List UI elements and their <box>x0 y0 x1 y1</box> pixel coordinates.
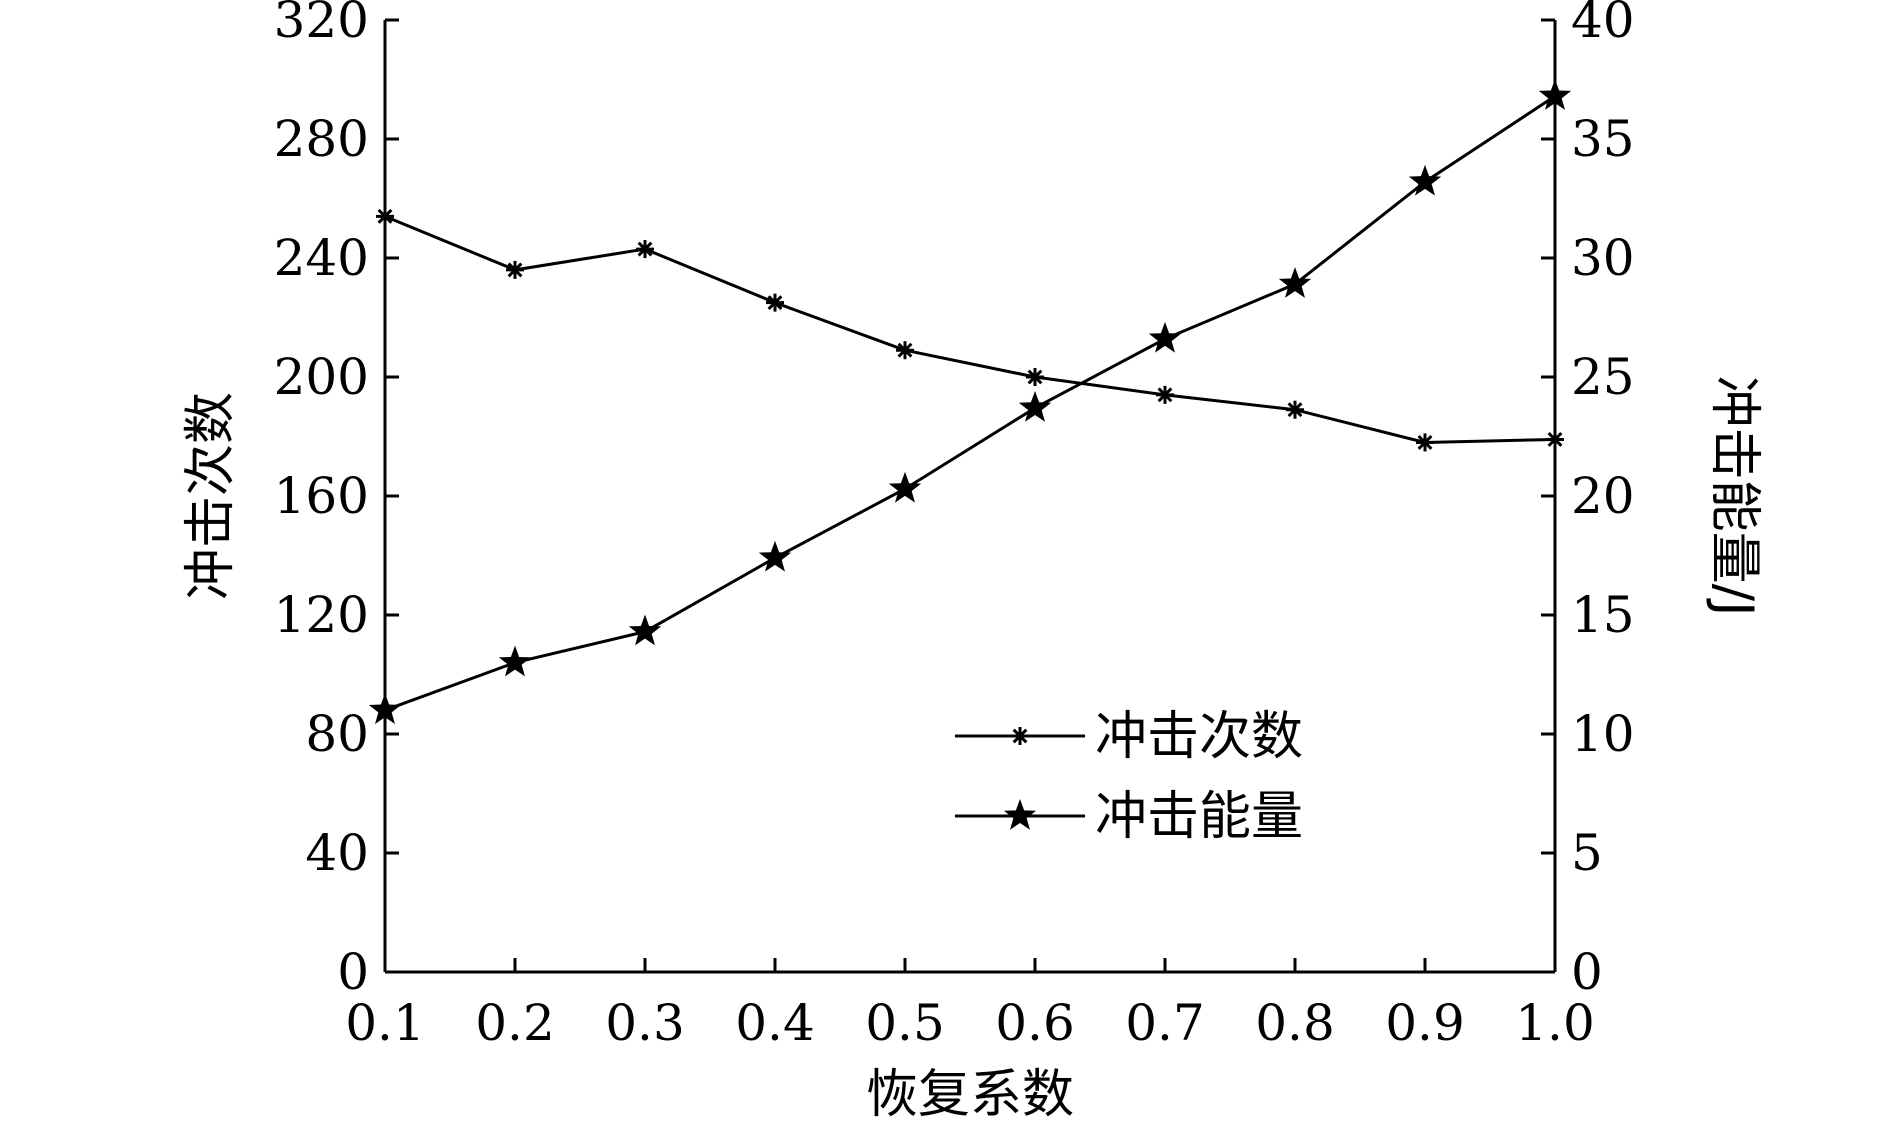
x-tick-label: 0.2 <box>475 994 555 1052</box>
asterisk-stroke <box>897 342 913 358</box>
x-tick-label: 0.3 <box>605 994 685 1052</box>
y-left-tick-label: 200 <box>274 348 369 406</box>
asterisk-stroke <box>1157 387 1173 403</box>
plot-frame <box>383 20 1557 974</box>
asterisk-marker <box>506 260 524 279</box>
legend-asterisk-marker <box>1011 727 1029 745</box>
star-marker <box>1148 321 1182 353</box>
star-marker <box>1408 164 1442 196</box>
asterisk-stroke <box>1027 369 1043 385</box>
x-tick-label: 0.4 <box>735 994 815 1052</box>
y-right-tick-label: 35 <box>1571 110 1635 168</box>
asterisk-marker <box>766 293 784 312</box>
star-marker <box>368 693 402 724</box>
legend-label-impact-energy: 冲击能量 <box>1095 787 1303 847</box>
asterisk-stroke <box>1012 728 1028 744</box>
asterisk-marker <box>1026 368 1044 386</box>
y-left-tick-label: 280 <box>274 110 369 168</box>
y-right-tick-label: 30 <box>1571 229 1635 287</box>
legend-star-marker <box>1003 799 1037 830</box>
x-tick-label: 0.5 <box>865 994 945 1052</box>
series-line <box>384 94 1556 712</box>
asterisk-stroke <box>1287 402 1303 418</box>
asterisk-marker <box>1286 400 1304 419</box>
x-tick-label: 1.0 <box>1515 994 1595 1052</box>
x-tick-label: 0.7 <box>1125 994 1205 1052</box>
y-left-tick-label: 240 <box>274 229 369 287</box>
y-left-tick-label: 0 <box>337 943 369 1001</box>
series-layer <box>368 79 1572 724</box>
asterisk-stroke <box>637 241 653 257</box>
asterisk-stroke <box>1547 432 1563 447</box>
asterisk-stroke <box>377 208 393 224</box>
y-left-tick-label: 40 <box>305 824 369 882</box>
series-line <box>384 214 1556 444</box>
star-marker <box>1538 79 1572 110</box>
x-tick-label: 0.8 <box>1255 994 1335 1052</box>
asterisk-marker <box>1416 433 1434 452</box>
y-right-tick-label: 15 <box>1571 586 1635 644</box>
asterisk-marker <box>1011 727 1029 745</box>
y-right-tick-label: 10 <box>1571 705 1635 763</box>
y-left-tick-label: 160 <box>274 467 369 525</box>
asterisk-marker <box>376 207 394 226</box>
legend-label-impact-count: 冲击次数 <box>1095 707 1303 767</box>
star-marker <box>758 540 792 572</box>
series-impact-energy <box>368 79 1572 724</box>
x-tick-label: 0.6 <box>995 994 1075 1052</box>
legend: 冲击次数 冲击能量 <box>955 707 1303 847</box>
y-right-tick-label: 40 <box>1571 0 1635 49</box>
ticks-layer: 0.1 0.2 0.3 0.4 0.5 0.6 0.7 0.8 0.9 1.00408012016… <box>274 0 1635 1052</box>
asterisk-stroke <box>507 262 523 278</box>
asterisk-marker <box>896 341 914 360</box>
y-right-tick-label: 5 <box>1571 824 1603 882</box>
asterisk-marker <box>1156 385 1174 404</box>
y-right-tick-label: 0 <box>1571 943 1603 1001</box>
y-axis-right-title: 冲击能量/J <box>1704 376 1764 617</box>
star-marker <box>888 471 922 503</box>
y-axis-left-title: 冲击次数 <box>181 392 241 600</box>
x-axis-title: 恢复系数 <box>866 1065 1074 1125</box>
x-tick-label: 0.1 <box>345 994 425 1052</box>
asterisk-marker <box>636 240 654 259</box>
star-marker <box>1003 799 1037 830</box>
y-right-tick-label: 25 <box>1571 348 1635 406</box>
y-left-tick-label: 320 <box>274 0 369 49</box>
asterisk-stroke <box>1417 435 1433 450</box>
y-left-tick-label: 80 <box>305 705 369 763</box>
y-right-tick-label: 20 <box>1571 467 1635 525</box>
x-tick-label: 0.9 <box>1385 994 1465 1052</box>
y-left-tick-label: 120 <box>274 586 369 644</box>
star-marker <box>498 645 532 677</box>
star-marker <box>1018 390 1052 422</box>
star-marker <box>628 614 662 646</box>
star-marker <box>1278 267 1312 298</box>
asterisk-marker <box>1546 430 1564 449</box>
series-impact-count <box>376 207 1564 452</box>
asterisk-stroke <box>767 295 783 311</box>
